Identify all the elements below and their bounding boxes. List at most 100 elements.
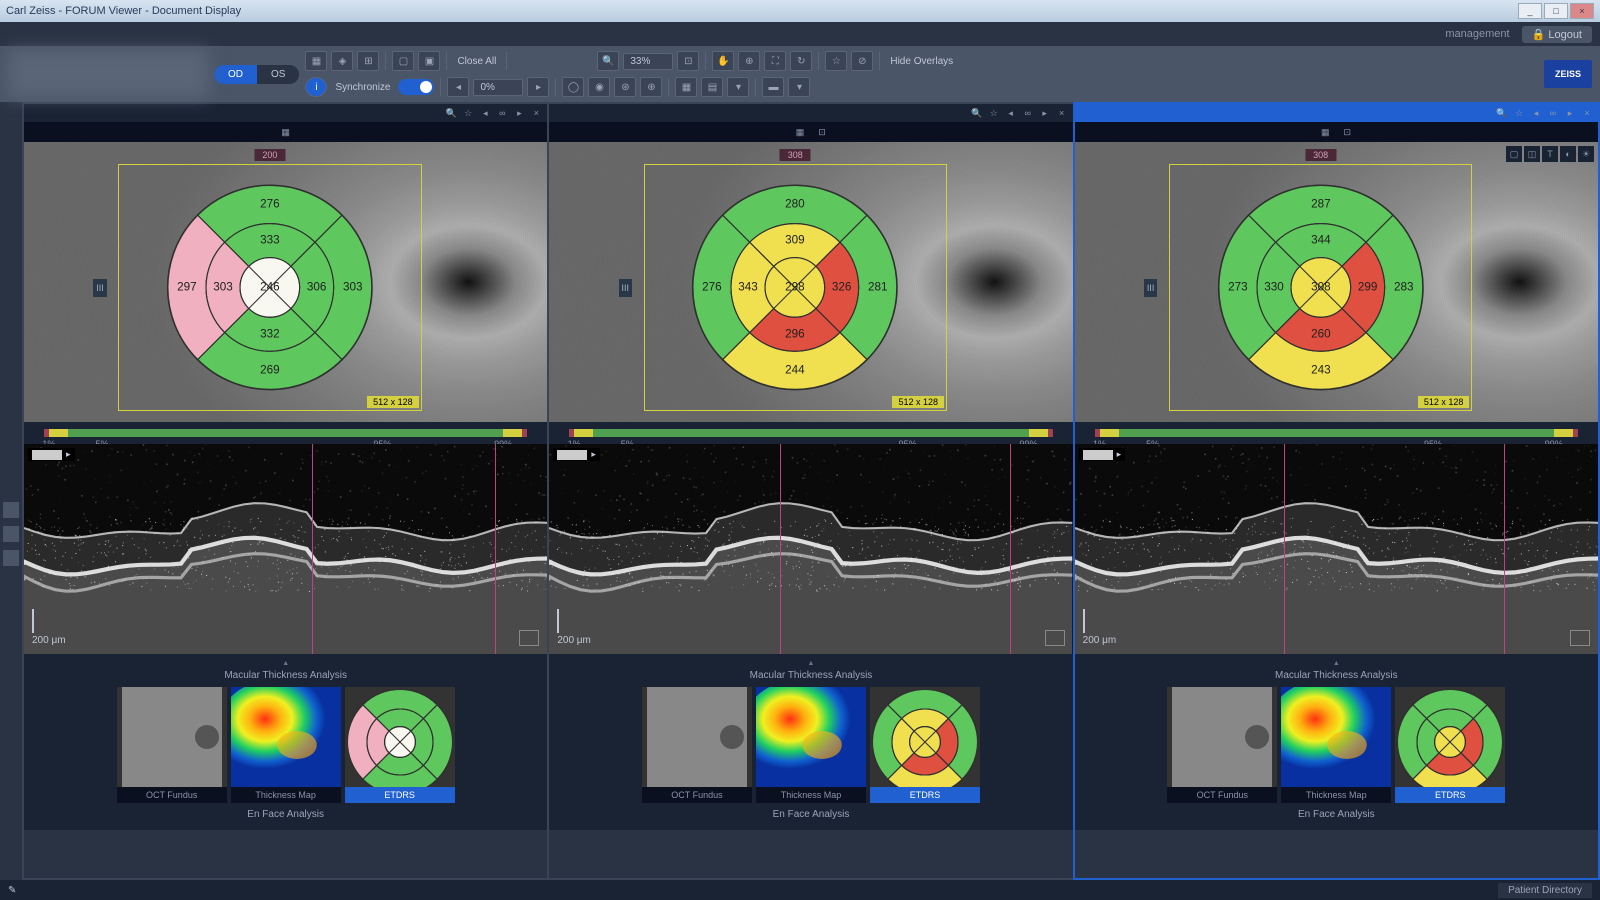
thumb-etdrs[interactable]: ETDRS [870,687,980,803]
next-icon[interactable]: ▸ [512,106,526,120]
bscan-view[interactable]: ▸200 μm [549,444,1072,654]
thumb-fundus[interactable]: OCT Fundus [642,687,752,803]
sidebar-btn-2[interactable] [3,526,19,542]
link-icon[interactable]: ∞ [1546,106,1560,120]
bscan-mode-icon[interactable] [1045,630,1065,646]
subheader-icon-2[interactable]: ⊡ [815,125,829,139]
fundus-view[interactable]: 308III512 x 1283083442992603302872832432… [1075,142,1598,422]
tool-btn-14[interactable]: ▸ [527,77,549,97]
subheader-icon-1[interactable]: ▦ [1318,125,1332,139]
search-icon[interactable]: 🔍 [970,106,984,120]
bscan-view[interactable]: ▸200 μm [24,444,547,654]
bscan-mode-icon[interactable] [1570,630,1590,646]
overlay-tool-icon[interactable]: ◫ [1524,146,1540,162]
search-icon[interactable]: 🔍 [444,106,458,120]
tool-btn-22[interactable]: ▬ [762,77,784,97]
overlay-tool-icon[interactable]: ▢ [1506,146,1522,162]
prev-icon[interactable]: ◂ [478,106,492,120]
overlay-tool-icon[interactable]: ☀ [1578,146,1594,162]
subheader-icon-1[interactable]: ▦ [279,125,293,139]
panel-2[interactable]: 🔍☆◂∞▸× ▦ ⊡ 308III512 x 12830834429926033028… [1075,104,1598,878]
prev-icon[interactable]: ◂ [1529,106,1543,120]
tool-btn-1[interactable]: ▦ [305,51,327,71]
bscan-cursor-2[interactable] [495,444,496,654]
thumb-handle[interactable] [32,658,539,668]
fundus-view[interactable]: 308III512 x 1282983093262963432802812442… [549,142,1072,422]
panel-close-icon[interactable]: × [529,106,543,120]
hide-overlays-button[interactable]: Hide Overlays [886,56,957,67]
bscan-cursor-2[interactable] [1010,444,1011,654]
thumb-heatmap[interactable]: Thickness Map [1281,687,1391,803]
info-icon[interactable]: i [305,77,327,97]
thumb-etdrs[interactable]: ETDRS [345,687,455,803]
bscan-view[interactable]: ▸200 μm [1075,444,1598,654]
close-button[interactable]: × [1570,3,1594,19]
tool-btn-6[interactable]: ⊡ [677,51,699,71]
tool-btn-4[interactable]: ▢ [392,51,414,71]
thumb-footer[interactable]: En Face Analysis [32,803,539,822]
tool-btn-23[interactable]: ▾ [788,77,810,97]
patient-directory-button[interactable]: Patient Directory [1498,883,1592,898]
sidebar-btn-3[interactable] [3,550,19,566]
next-icon[interactable]: ▸ [1563,106,1577,120]
thumb-handle[interactable] [1083,658,1590,668]
thumb-heatmap[interactable]: Thickness Map [231,687,341,803]
link-icon[interactable]: ∞ [1021,106,1035,120]
toggle-os[interactable]: OS [257,65,299,84]
prev-icon[interactable]: ◂ [1004,106,1018,120]
bscan-cursor-1[interactable] [1284,444,1285,654]
thumb-footer[interactable]: En Face Analysis [1083,803,1590,822]
thumb-footer[interactable]: En Face Analysis [557,803,1064,822]
panel-1[interactable]: 🔍☆◂∞▸×▦⊡308III512 x 12829830932629634328… [549,104,1072,878]
fundus-view[interactable]: 200III512 x 1282463333063323032763032692… [24,142,547,422]
sync-value[interactable]: 0% [473,79,523,96]
star-icon[interactable]: ☆ [987,106,1001,120]
thumb-fundus[interactable]: OCT Fundus [1167,687,1277,803]
tool-btn-8[interactable]: ⊕ [738,51,760,71]
tool-btn-10[interactable]: ↻ [790,51,812,71]
tool-btn-13[interactable]: ◂ [447,77,469,97]
search-icon[interactable]: 🔍 [597,51,619,71]
tool-btn-9[interactable]: ⛶ [764,51,786,71]
link-icon[interactable]: ∞ [495,106,509,120]
subheader-icon-1[interactable]: ▦ [793,125,807,139]
tool-btn-17[interactable]: ⊛ [614,77,636,97]
toggle-od[interactable]: OD [214,65,257,84]
logout-button[interactable]: 🔒 Logout [1522,26,1592,43]
tool-btn-12[interactable]: ⊘ [851,51,873,71]
tool-btn-7[interactable]: ✋ [712,51,734,71]
thumb-etdrs[interactable]: ETDRS [1395,687,1505,803]
subheader-icon-2[interactable]: ⊡ [1340,125,1354,139]
tool-btn-11[interactable]: ☆ [825,51,847,71]
zoom-dropdown[interactable]: 33% [623,53,673,70]
tool-btn-2[interactable]: ◈ [331,51,353,71]
search-icon[interactable]: 🔍 [1495,106,1509,120]
tool-btn-19[interactable]: ▦ [675,77,697,97]
tool-btn-20[interactable]: ▤ [701,77,723,97]
thumb-heatmap[interactable]: Thickness Map [756,687,866,803]
bscan-mode-icon[interactable] [519,630,539,646]
synchronize-toggle[interactable] [398,79,434,95]
bscan-cursor-1[interactable] [780,444,781,654]
overlay-tool-icon[interactable]: ◐ [1560,146,1576,162]
management-link[interactable]: management [1445,28,1509,40]
bscan-cursor-2[interactable] [1504,444,1505,654]
panel-close-icon[interactable]: × [1580,106,1594,120]
next-icon[interactable]: ▸ [1038,106,1052,120]
minimize-button[interactable]: _ [1518,3,1542,19]
tool-btn-5[interactable]: ▣ [418,51,440,71]
bscan-cursor-1[interactable] [312,444,313,654]
star-icon[interactable]: ☆ [1512,106,1526,120]
tool-btn-21[interactable]: ▾ [727,77,749,97]
tool-btn-18[interactable]: ⊕ [640,77,662,97]
tool-btn-15[interactable]: ◯ [562,77,584,97]
thumb-fundus[interactable]: OCT Fundus [117,687,227,803]
maximize-button[interactable]: □ [1544,3,1568,19]
sidebar-btn-1[interactable] [3,502,19,518]
close-all-button[interactable]: Close All [453,56,500,67]
panel-0[interactable]: 🔍☆◂∞▸× ▦ 200III512 x 128246333306332303276… [24,104,547,878]
tool-btn-3[interactable]: ⊞ [357,51,379,71]
thumb-handle[interactable] [557,658,1064,668]
star-icon[interactable]: ☆ [461,106,475,120]
overlay-tool-icon[interactable]: T [1542,146,1558,162]
